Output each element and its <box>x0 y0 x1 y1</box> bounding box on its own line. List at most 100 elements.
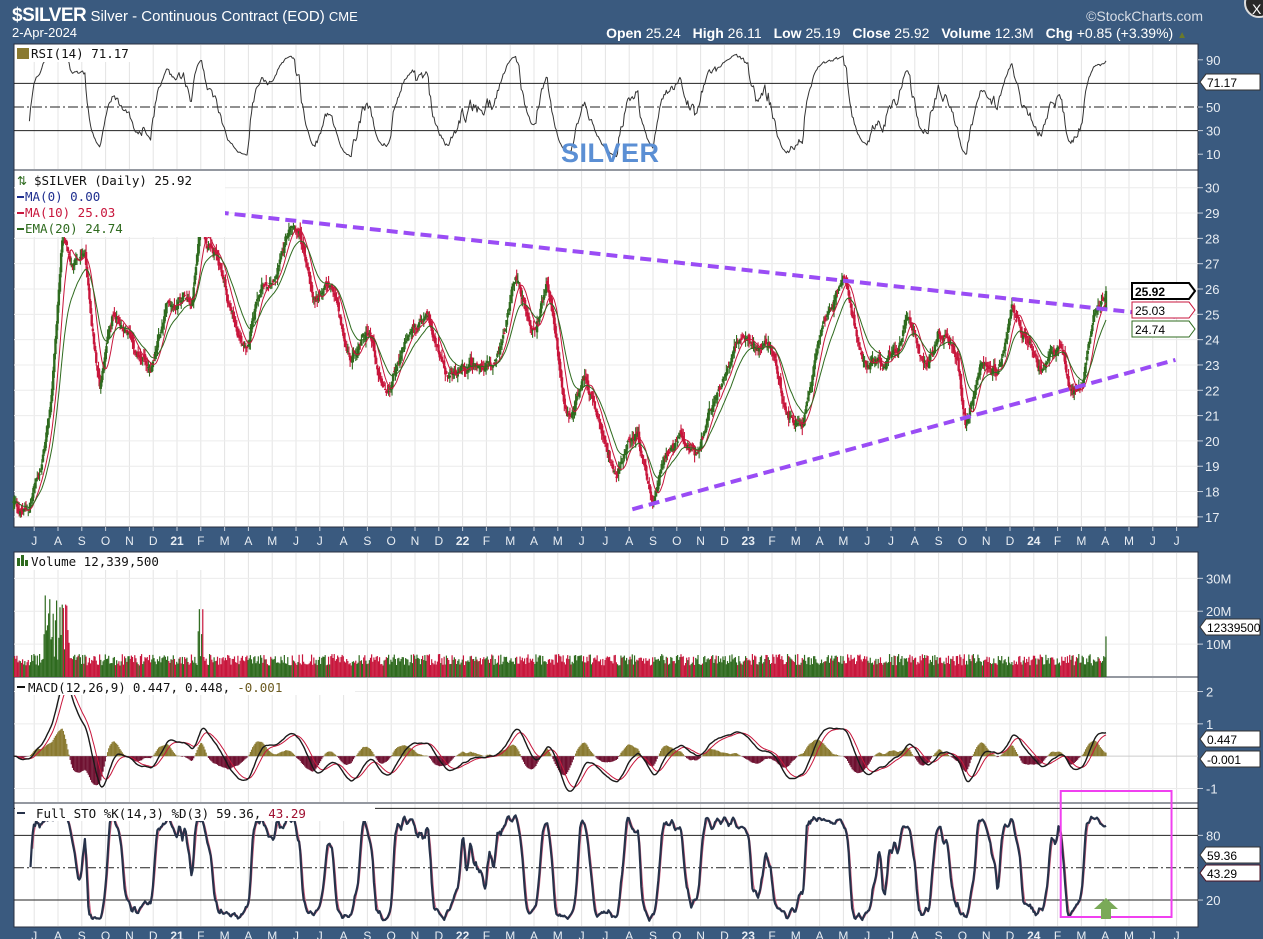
volume-bar <box>75 659 77 677</box>
macd-histogram-bar <box>624 747 627 757</box>
volume-bar <box>511 661 513 677</box>
macd-histogram-bar <box>288 750 290 757</box>
volume-bar <box>662 655 664 677</box>
macd-histogram-bar <box>323 755 325 757</box>
volume-bar <box>655 659 657 677</box>
macd-histogram-bar <box>524 756 526 765</box>
volume-bar <box>521 657 523 677</box>
macd-histogram-bar <box>101 756 103 777</box>
macd-histogram-bar <box>349 756 351 764</box>
price-bar <box>938 328 941 339</box>
price-axis-label: 22 <box>1205 383 1219 398</box>
volume-bar <box>271 658 273 677</box>
macd-histogram-bar <box>385 756 387 762</box>
volume-bar <box>669 663 671 677</box>
volume-bar <box>160 662 162 677</box>
volume-bar <box>897 654 900 677</box>
macd-histogram-bar <box>525 756 527 766</box>
macd-histogram-bar <box>186 756 188 759</box>
macd-histogram-bar <box>529 756 531 770</box>
macd-histogram-bar <box>104 756 106 762</box>
macd-histogram-bar <box>416 753 418 757</box>
volume-bar <box>479 658 482 677</box>
macd-histogram-bar <box>120 750 122 757</box>
volume-bar <box>880 663 883 677</box>
volume-bar <box>385 657 387 677</box>
macd-histogram-bar <box>164 744 166 757</box>
volume-bar <box>462 655 465 677</box>
volume-bar <box>703 657 705 677</box>
macd-histogram-bar <box>715 750 717 757</box>
volume-bar <box>267 665 270 677</box>
volume-bar <box>789 657 791 677</box>
volume-bar <box>433 664 435 677</box>
volume-bar <box>902 665 904 677</box>
macd-histogram-bar <box>679 751 681 757</box>
volume-bar <box>954 665 956 677</box>
macd-histogram-bar <box>329 751 331 757</box>
macd-histogram-bar <box>415 751 417 757</box>
macd-histogram-bar <box>70 756 72 765</box>
price-bar <box>784 402 787 413</box>
volume-bar <box>415 658 417 677</box>
macd-histogram-bar <box>745 756 747 759</box>
volume-bar <box>653 661 655 677</box>
volume-bar <box>961 665 963 677</box>
volume-bar <box>439 654 441 677</box>
volume-bar <box>148 654 151 677</box>
volume-bar <box>1061 656 1063 677</box>
volume-bar <box>483 657 485 677</box>
volume-bar <box>44 595 46 677</box>
macd-histogram-bar <box>246 756 248 758</box>
volume-bar <box>611 661 613 677</box>
volume-bar <box>416 654 418 677</box>
volume-bar <box>232 658 234 677</box>
price-bar <box>66 246 70 254</box>
price-bar <box>1012 303 1016 321</box>
macd-histogram-bar <box>448 756 450 764</box>
volume-bar <box>777 654 780 677</box>
price-bar <box>56 301 59 331</box>
x-axis-label: N <box>411 534 420 548</box>
macd-histogram-bar <box>224 756 227 768</box>
macd-histogram-bar <box>214 756 216 764</box>
volume-bar <box>867 660 869 677</box>
volume-bar <box>764 658 766 677</box>
macd-axis-label: 1 <box>1206 717 1213 732</box>
macd-histogram-bar <box>575 753 577 757</box>
volume-bar <box>315 659 317 677</box>
volume-bar <box>695 657 697 677</box>
volume-bar <box>980 661 982 677</box>
volume-bar <box>333 654 335 677</box>
macd-histogram-bar <box>72 756 75 771</box>
macd-histogram-bar <box>496 753 499 757</box>
volume-bar <box>448 659 450 677</box>
volume-bar <box>944 664 946 677</box>
volume-bar <box>1098 658 1100 677</box>
macd-histogram-bar <box>194 755 196 757</box>
volume-bar <box>713 662 715 677</box>
volume-bar <box>615 662 618 677</box>
volume-bar <box>598 661 601 677</box>
price-bar <box>265 274 268 292</box>
volume-bar <box>313 657 315 677</box>
x-axis-label: M <box>267 534 277 548</box>
volume-bar <box>172 655 174 677</box>
bottom-axis-label: M <box>791 929 801 939</box>
x-axis-label: A <box>911 534 919 548</box>
macd-histogram-bar <box>318 756 321 764</box>
macd-histogram-bar <box>359 750 361 757</box>
volume-bar <box>492 655 494 677</box>
macd-histogram-bar <box>432 756 434 763</box>
volume-bar <box>471 659 474 677</box>
macd-histogram-bar <box>347 756 349 765</box>
volume-bar <box>383 660 385 677</box>
volume-bar <box>973 658 976 677</box>
macd-axis-label: 2 <box>1206 685 1213 700</box>
volume-bar <box>989 663 991 677</box>
macd-histogram-bar <box>344 756 347 765</box>
volume-bar <box>863 656 866 677</box>
volume-bar <box>956 655 959 677</box>
macd-histogram-bar <box>580 744 582 757</box>
macd-histogram-bar <box>300 756 302 763</box>
